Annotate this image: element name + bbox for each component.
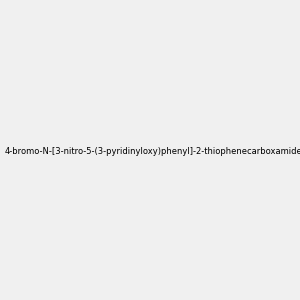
Text: 4-bromo-N-[3-nitro-5-(3-pyridinyloxy)phenyl]-2-thiophenecarboxamide: 4-bromo-N-[3-nitro-5-(3-pyridinyloxy)phe…: [5, 147, 300, 156]
